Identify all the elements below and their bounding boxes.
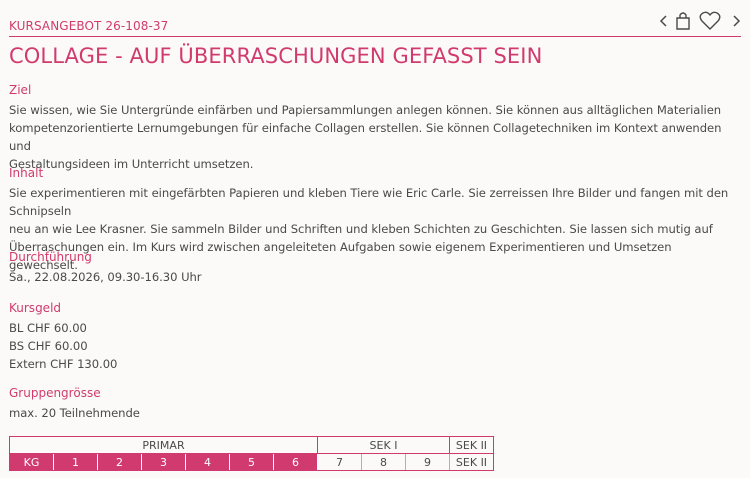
section-heading: Kursgeld [9, 301, 62, 315]
page-title: COLLAGE - AUF ÜBERRASCHUNGEN GEFASST SEI… [9, 44, 543, 68]
section-text: max. 20 Teilnehmende [9, 406, 140, 420]
section-text: BL CHF 60.00 BS CHF 60.00 Extern CHF 130… [9, 321, 118, 371]
course-header-bar: KURSANGEBOT 26-108-37 [9, 10, 741, 37]
section-inhalt: Inhalt Sie experimentieren mit eingefärb… [9, 166, 741, 274]
section-durchfuehrung: Durchführung Sa., 22.08.2026, 09.30-16.3… [9, 250, 741, 286]
section-gruppengroesse: Gruppengrösse max. 20 Teilnehmende [9, 386, 741, 422]
section-text: Sa., 22.08.2026, 09.30-16.30 Uhr [9, 270, 202, 284]
section-kursgeld: Kursgeld BL CHF 60.00 BS CHF 60.00 Exter… [9, 301, 741, 373]
bag-icon[interactable] [675, 11, 691, 31]
heart-icon[interactable] [699, 11, 721, 31]
level-cell-7: 7 [317, 453, 362, 471]
level-cell-4: 4 [185, 453, 230, 471]
level-cell-kg: KG [9, 453, 54, 471]
section-heading: Ziel [9, 83, 32, 97]
chevron-left-icon[interactable] [659, 14, 669, 28]
level-cell-row: KG 1 2 3 4 5 6 7 8 9 SEK II [9, 453, 494, 471]
level-group-primar: PRIMAR [9, 436, 318, 454]
level-cell-9: 9 [405, 453, 450, 471]
level-group-row: PRIMAR SEK I SEK II [9, 436, 494, 454]
section-heading: Durchführung [9, 250, 92, 264]
level-group-sek-ii: SEK II [449, 436, 494, 454]
level-cell-1: 1 [53, 453, 98, 471]
level-cell-5: 5 [229, 453, 274, 471]
section-ziel: Ziel Sie wissen, wie Sie Untergründe ein… [9, 83, 741, 173]
section-text: Sie experimentieren mit eingefärbten Pap… [9, 186, 729, 272]
header-icons [655, 10, 741, 32]
level-cell-2: 2 [97, 453, 142, 471]
level-cell-3: 3 [141, 453, 186, 471]
level-cell-8: 8 [361, 453, 406, 471]
level-cell-sek-ii: SEK II [449, 453, 494, 471]
school-level-grid: PRIMAR SEK I SEK II KG 1 2 3 4 5 6 7 8 9 SEK II [9, 436, 494, 471]
level-cell-6: 6 [273, 453, 318, 471]
section-text: Sie wissen, wie Sie Untergründe einfärbe… [9, 103, 722, 171]
level-group-sek-i: SEK I [317, 436, 450, 454]
course-code: KURSANGEBOT 26-108-37 [9, 19, 169, 33]
chevron-right-icon[interactable] [731, 14, 741, 28]
section-heading: Gruppengrösse [9, 386, 101, 400]
section-heading: Inhalt [9, 166, 44, 180]
